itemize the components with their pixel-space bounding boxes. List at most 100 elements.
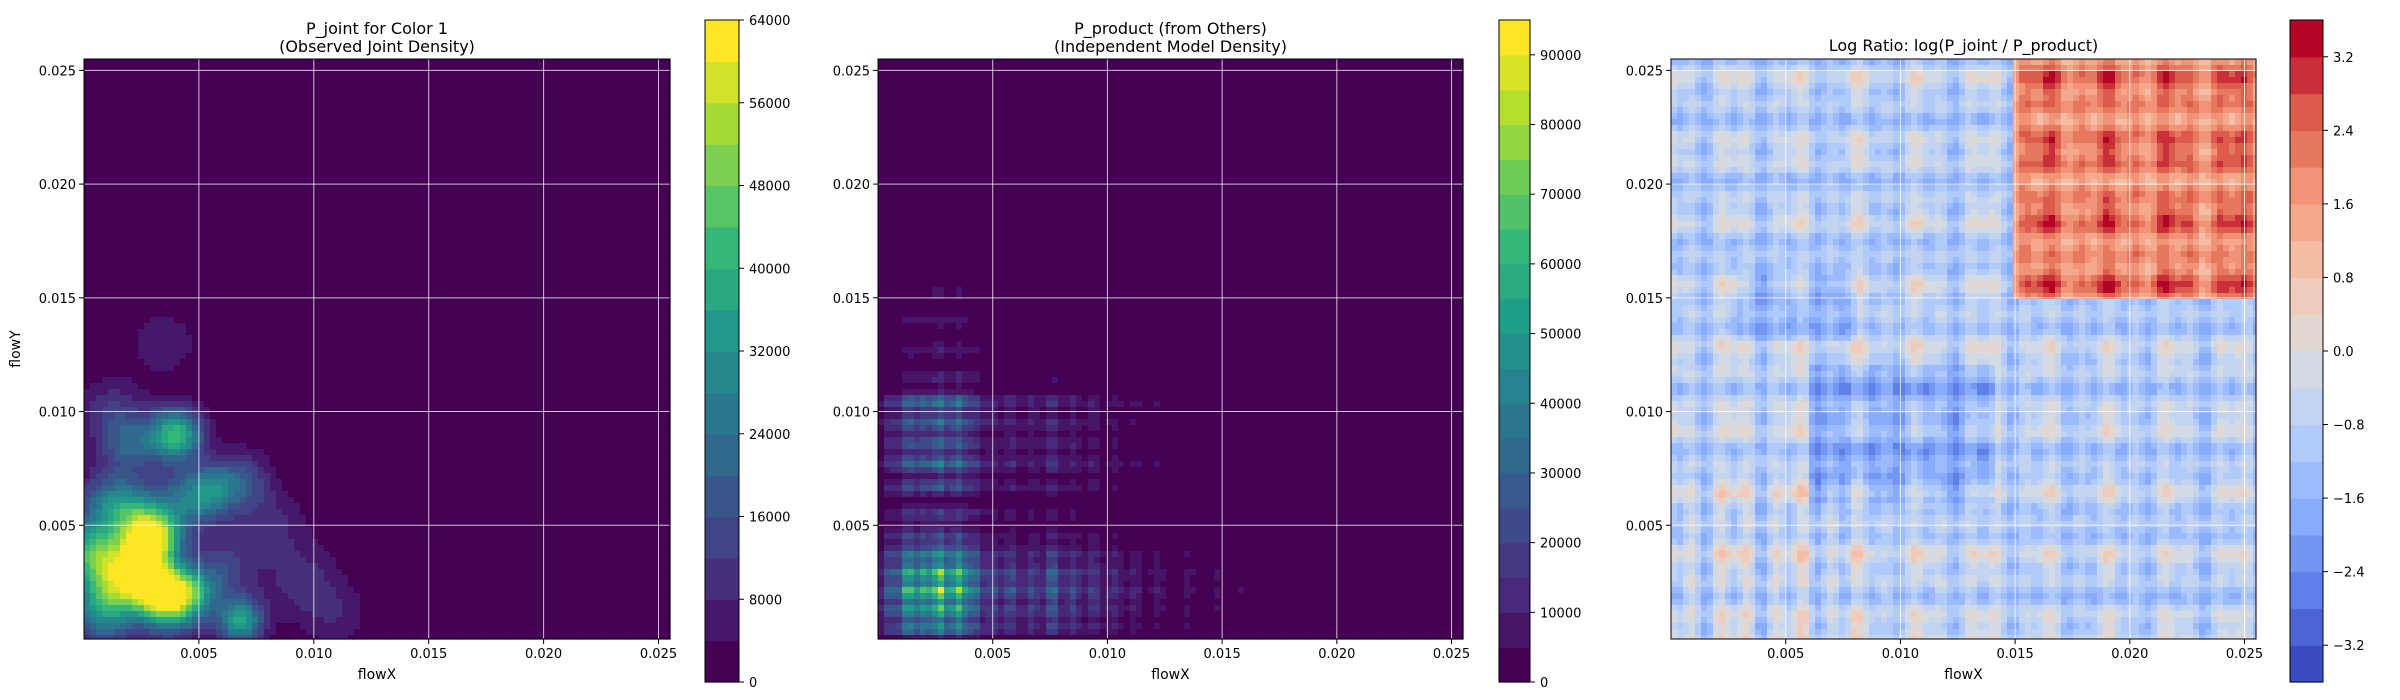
- heatmap-image-3: [1671, 59, 2257, 640]
- colorbar-level: [1499, 473, 1530, 508]
- colorbar-level: [1499, 403, 1530, 438]
- colorbar-tick-label: 40000: [749, 262, 790, 277]
- y-tick-label: 0.005: [39, 519, 76, 534]
- chart-title-line2: (Independent Model Density): [1054, 37, 1287, 56]
- colorbar-level: [2290, 20, 2323, 57]
- y-tick-label: 0.005: [833, 519, 870, 534]
- x-tick-label: 0.025: [640, 647, 677, 662]
- x-tick-label: 0.025: [2226, 647, 2263, 662]
- colorbar-level: [1499, 368, 1530, 403]
- chart-title-line1: P_product (from Others): [1074, 19, 1267, 39]
- colorbar-level: [705, 599, 739, 641]
- colorbar-level: [2290, 130, 2323, 167]
- y-tick-label: 0.015: [833, 292, 870, 307]
- colorbar-tick-label: 0.8: [2333, 271, 2354, 286]
- colorbar-level: [1499, 229, 1530, 264]
- y-tick-label: 0.020: [1626, 178, 1663, 193]
- colorbar-tick-label: 0.0: [2333, 345, 2354, 360]
- colorbar-tick-label: 50000: [1540, 328, 1581, 343]
- y-tick-label: 0.005: [1626, 519, 1663, 534]
- colorbar-tick-label: 40000: [1540, 397, 1581, 412]
- heatmap-image-2: [878, 59, 1464, 640]
- y-tick-label: 0.015: [39, 292, 76, 307]
- colorbar-level: [1499, 334, 1530, 369]
- colorbar-tick-label: 56000: [749, 97, 790, 112]
- y-tick-label: 0.010: [39, 406, 76, 421]
- colorbar-level: [1499, 264, 1530, 299]
- colorbar-level: [1499, 612, 1530, 647]
- colorbar-level: [1499, 543, 1530, 578]
- colorbar-level: [1499, 508, 1530, 543]
- x-axis-label: flowX: [1151, 667, 1190, 683]
- x-tick-label: 0.015: [1997, 647, 2034, 662]
- x-axis-label: flowX: [1944, 667, 1983, 683]
- colorbar-tick-label: 30000: [1540, 467, 1581, 482]
- y-tick-label: 0.010: [1626, 406, 1663, 421]
- x-tick-label: 0.005: [180, 647, 217, 662]
- colorbar-level: [705, 310, 739, 352]
- colorbar-tick-label: −1.6: [2333, 492, 2365, 507]
- colorbar-tick-label: 0: [1540, 676, 1548, 691]
- colorbar-level: [705, 268, 739, 310]
- x-tick-label: 0.015: [1204, 647, 1241, 662]
- x-tick-label: 0.010: [1882, 647, 1919, 662]
- colorbar-tick-label: −0.8: [2333, 419, 2365, 434]
- colorbar-tick-label: 10000: [1540, 606, 1581, 621]
- y-tick-label: 0.010: [833, 406, 870, 421]
- colorbar-level: [705, 517, 739, 559]
- colorbar-level: [705, 351, 739, 393]
- colorbar-level: [1499, 125, 1530, 160]
- x-tick-label: 0.015: [410, 647, 447, 662]
- x-tick-label: 0.005: [974, 647, 1011, 662]
- colorbar-level: [2290, 388, 2323, 425]
- heatmap-image-1: [84, 59, 671, 640]
- colorbar-level: [1499, 647, 1530, 682]
- chart-title: Log Ratio: log(P_joint / P_product): [1829, 36, 2099, 56]
- colorbar-level: [2290, 204, 2323, 241]
- colorbar-level: [2290, 425, 2323, 462]
- colorbar-level: [705, 227, 739, 269]
- colorbar-level: [1499, 55, 1530, 90]
- colorbar-level: [2290, 57, 2323, 94]
- colorbar-level: [2290, 167, 2323, 204]
- colorbar-tick-label: 90000: [1540, 49, 1581, 64]
- colorbar-tick-label: 1.6: [2333, 198, 2354, 213]
- colorbar-tick-label: 60000: [1540, 258, 1581, 273]
- colorbar-level: [2290, 645, 2323, 682]
- colorbar-level: [2290, 351, 2323, 388]
- colorbar-level: [705, 144, 739, 186]
- y-tick-label: 0.025: [833, 64, 870, 79]
- colorbar-level: [2290, 94, 2323, 131]
- colorbar-level: [2290, 241, 2323, 278]
- colorbar-3: −3.2−2.4−1.6−0.80.00.81.62.43.2: [2290, 20, 2365, 683]
- colorbar-level: [2290, 461, 2323, 498]
- colorbar-tick-label: −3.2: [2333, 639, 2365, 654]
- x-tick-label: 0.005: [1767, 647, 1804, 662]
- colorbar-level: [2290, 314, 2323, 351]
- colorbar-tick-label: 48000: [749, 180, 790, 195]
- colorbar-level: [705, 434, 739, 476]
- colorbar-level: [705, 20, 739, 62]
- x-tick-label: 0.025: [1433, 647, 1470, 662]
- colorbar-level: [1499, 194, 1530, 229]
- colorbar-tick-label: −2.4: [2333, 566, 2365, 581]
- colorbar-tick-label: 64000: [749, 14, 790, 29]
- chart-title-line2: (Observed Joint Density): [279, 37, 475, 56]
- colorbar-tick-label: 20000: [1540, 537, 1581, 552]
- colorbar-level: [705, 186, 739, 228]
- colorbar-level: [1499, 159, 1530, 194]
- colorbar-level: [1499, 577, 1530, 612]
- colorbar-level: [1499, 90, 1530, 125]
- colorbar-tick-label: 70000: [1540, 188, 1581, 203]
- colorbar-level: [1499, 20, 1530, 55]
- colorbar-level: [2290, 608, 2323, 645]
- colorbar-level: [705, 641, 739, 683]
- colorbar-tick-label: 32000: [749, 345, 790, 360]
- colorbar-level: [2290, 535, 2323, 572]
- colorbar-level: [705, 392, 739, 434]
- y-tick-label: 0.020: [39, 178, 76, 193]
- colorbar-tick-label: 24000: [749, 428, 790, 443]
- y-tick-label: 0.020: [833, 178, 870, 193]
- colorbar-tick-label: 2.4: [2333, 124, 2354, 139]
